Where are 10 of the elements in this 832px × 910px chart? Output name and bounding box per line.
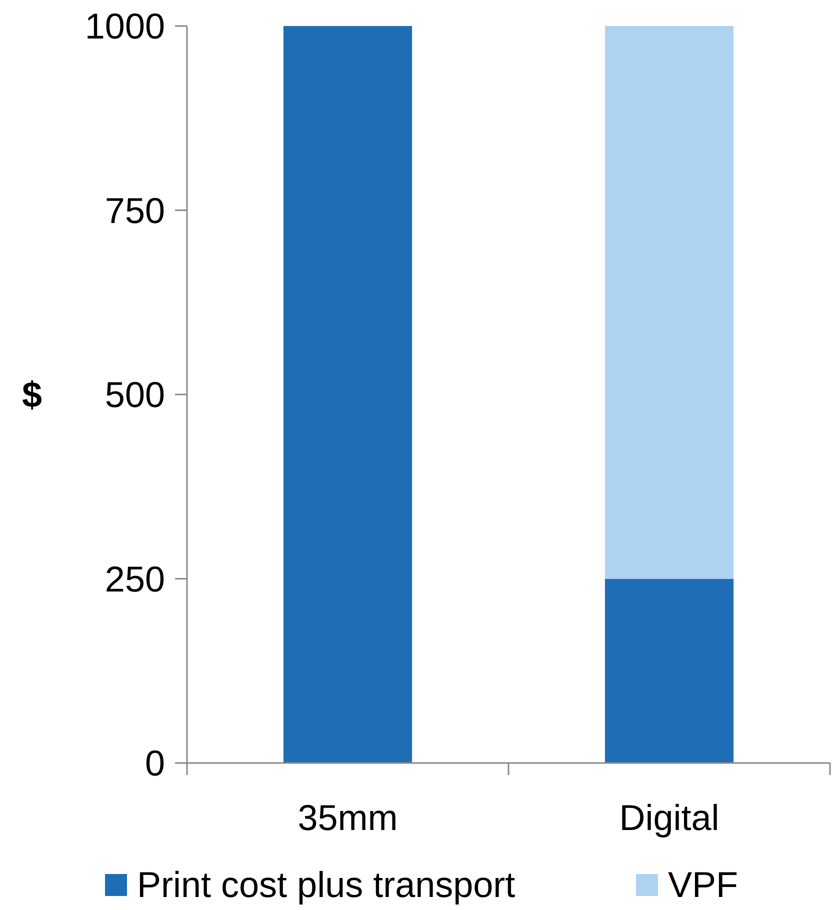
y-tick-label: 500 bbox=[104, 374, 165, 416]
y-tick-label: 750 bbox=[104, 190, 165, 231]
legend-label: VPF bbox=[668, 864, 738, 905]
y-tick-label: 1000 bbox=[84, 6, 165, 47]
y-tick-label: 0 bbox=[144, 742, 165, 784]
x-tick-label: 35mm bbox=[298, 797, 398, 838]
x-tick-label: Digital bbox=[619, 797, 720, 838]
y-tick-label: 250 bbox=[104, 558, 165, 600]
legend-label: Print cost plus transport bbox=[137, 864, 516, 905]
y-axis-title: $ bbox=[22, 374, 42, 416]
